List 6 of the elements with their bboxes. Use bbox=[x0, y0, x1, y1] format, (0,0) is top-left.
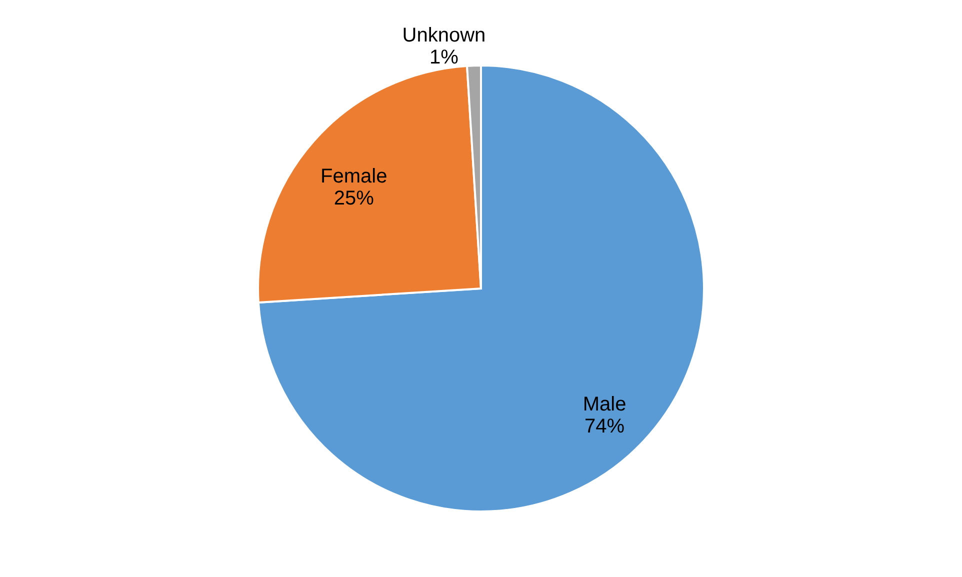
data-label: 25% bbox=[334, 187, 374, 210]
slice-label: Female bbox=[320, 165, 388, 188]
slice-label: Unknown bbox=[402, 24, 486, 47]
slice-label: Male bbox=[582, 394, 626, 416]
data-label: 1% bbox=[429, 46, 459, 69]
data-label: 74% bbox=[584, 416, 625, 438]
